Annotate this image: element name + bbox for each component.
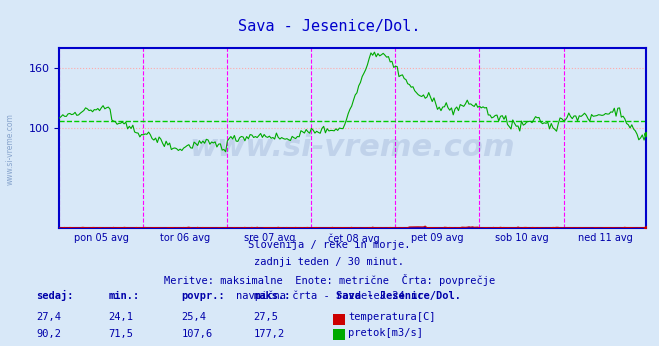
Text: 90,2: 90,2 (36, 329, 61, 339)
Text: Slovenija / reke in morje.: Slovenija / reke in morje. (248, 240, 411, 251)
Text: Meritve: maksimalne  Enote: metrične  Črta: povprečje: Meritve: maksimalne Enote: metrične Črta… (164, 274, 495, 286)
Bar (333, 314, 345, 325)
Text: zadnji teden / 30 minut.: zadnji teden / 30 minut. (254, 257, 405, 267)
Text: pretok[m3/s]: pretok[m3/s] (348, 328, 423, 338)
Text: povpr.:: povpr.: (181, 291, 225, 301)
Text: navpična črta - razdelek 24 ur: navpična črta - razdelek 24 ur (236, 290, 423, 301)
Text: 71,5: 71,5 (109, 329, 134, 339)
Text: www.si-vreme.com: www.si-vreme.com (5, 113, 14, 185)
Text: 177,2: 177,2 (254, 329, 285, 339)
Text: Sava - Jesenice/Dol.: Sava - Jesenice/Dol. (239, 19, 420, 34)
Text: min.:: min.: (109, 291, 140, 301)
Text: 107,6: 107,6 (181, 329, 212, 339)
Text: 27,5: 27,5 (254, 312, 279, 322)
Text: temperatura[C]: temperatura[C] (348, 312, 436, 322)
Text: sedaj:: sedaj: (36, 290, 74, 301)
Text: Sava - Jesenice/Dol.: Sava - Jesenice/Dol. (336, 291, 461, 301)
Text: 27,4: 27,4 (36, 312, 61, 322)
Bar (333, 329, 345, 340)
Text: 25,4: 25,4 (181, 312, 206, 322)
Text: www.si-vreme.com: www.si-vreme.com (190, 133, 515, 162)
Text: 24,1: 24,1 (109, 312, 134, 322)
Text: maks.:: maks.: (254, 291, 291, 301)
